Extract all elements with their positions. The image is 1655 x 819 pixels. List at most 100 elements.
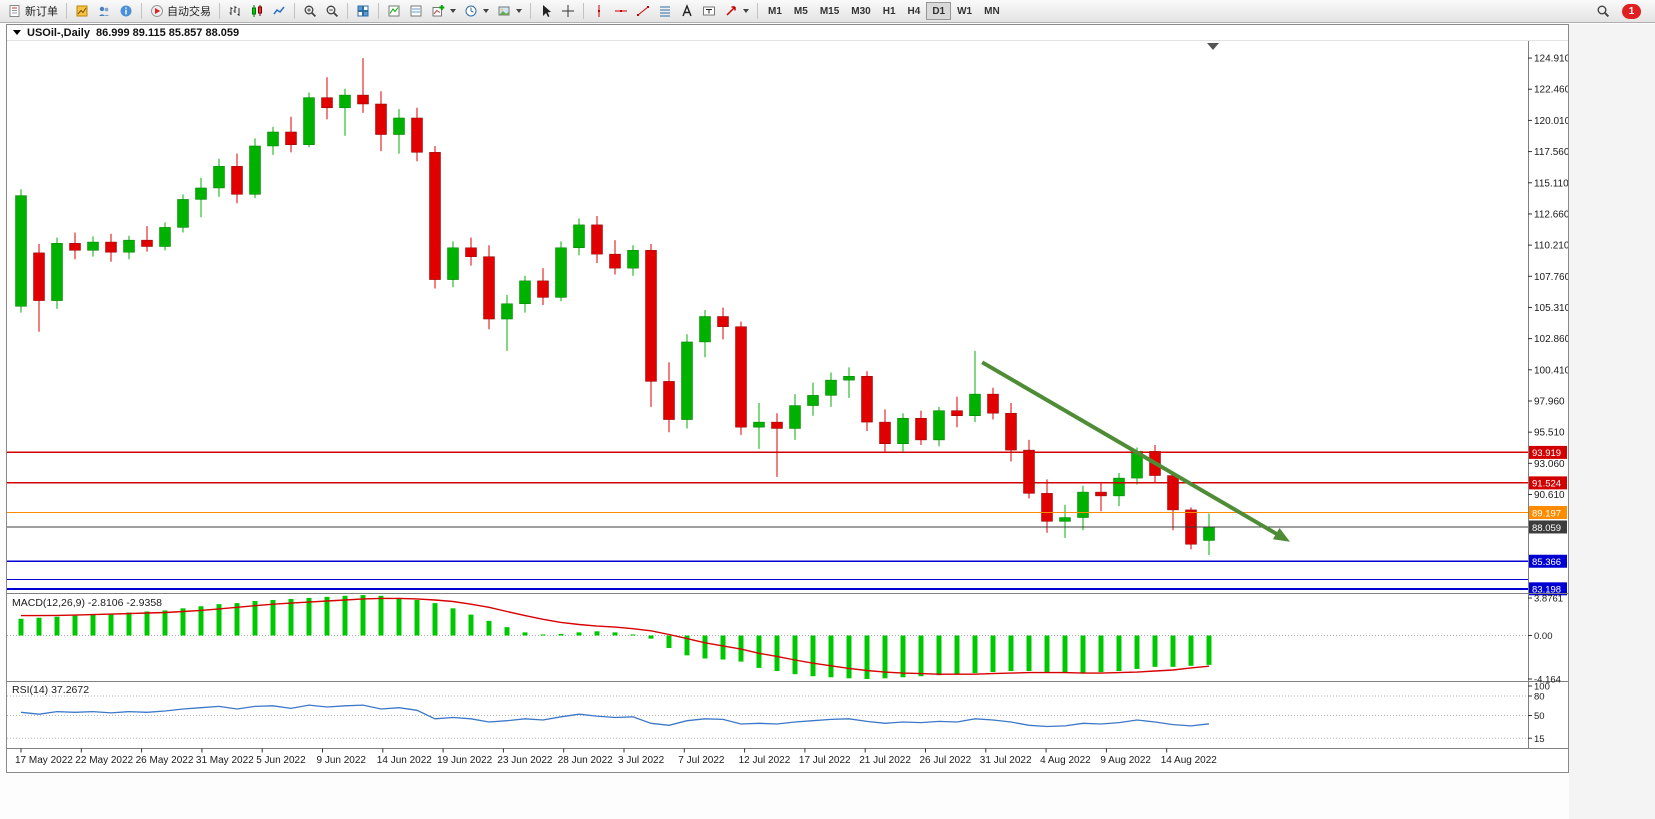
right-gutter: [1569, 24, 1655, 819]
market-watch-button[interactable]: [71, 1, 93, 21]
line-chart-button[interactable]: [268, 1, 290, 21]
zoom-out-icon: [325, 4, 339, 18]
timeframe-M5-button[interactable]: M5: [788, 2, 814, 20]
navigator-button[interactable]: [405, 1, 427, 21]
svg-text:12 Jul 2022: 12 Jul 2022: [739, 755, 791, 766]
crosshair-button[interactable]: [557, 1, 579, 21]
svg-text:93.919: 93.919: [1532, 448, 1561, 459]
svg-text:5 Jun 2022: 5 Jun 2022: [256, 755, 306, 766]
dropdown-arrow-icon: [450, 9, 456, 13]
cursor-button[interactable]: [535, 1, 557, 21]
svg-text:88.059: 88.059: [1532, 523, 1561, 534]
svg-text:100.410: 100.410: [1534, 365, 1568, 376]
new-order-button[interactable]: 新订单: [4, 1, 62, 21]
data-window-button[interactable]: [383, 1, 405, 21]
chart-menu-icon[interactable]: [13, 30, 21, 35]
zoom-out-button[interactable]: [321, 1, 343, 21]
svg-text:9 Jun 2022: 9 Jun 2022: [317, 755, 367, 766]
chart-shift-marker[interactable]: [1207, 43, 1219, 50]
text-button[interactable]: [676, 1, 698, 21]
timeframe-D1-button[interactable]: D1: [926, 2, 952, 20]
timeframe-M15-button[interactable]: M15: [814, 2, 845, 20]
level-line-83.198[interactable]: 83.198: [7, 582, 1567, 596]
timeframe-H1-button[interactable]: H1: [877, 2, 902, 20]
svg-text:89.197: 89.197: [1532, 508, 1561, 519]
periods-icon: [464, 4, 478, 18]
arrows-icon: [724, 4, 738, 18]
level-line-88.059[interactable]: 88.059: [7, 520, 1567, 534]
line-chart-icon: [272, 4, 286, 18]
timeframe-M30-button[interactable]: M30: [845, 2, 876, 20]
svg-text:17 May 2022: 17 May 2022: [15, 755, 73, 766]
timeframe-H4-button[interactable]: H4: [902, 2, 927, 20]
level-line-85.366[interactable]: 85.366: [7, 554, 1567, 568]
trendline-button[interactable]: [632, 1, 654, 21]
templates-icon: [497, 4, 511, 18]
svg-text:15: 15: [1534, 734, 1545, 745]
svg-text:100: 100: [1534, 682, 1550, 693]
price-chart[interactable]: 93.919 91.524 89.197 88.059 85.366 83.198 124.…: [7, 41, 1568, 771]
search-button[interactable]: [1592, 1, 1614, 21]
timeframe-M1-button[interactable]: M1: [762, 2, 788, 20]
level-line-89.197[interactable]: 89.197: [7, 505, 1567, 519]
toolbar-separator: [378, 3, 379, 19]
timeframe-MN-button[interactable]: MN: [978, 2, 1006, 20]
periods-button[interactable]: [460, 1, 493, 21]
zoom-in-icon: [303, 4, 317, 18]
help-info-button[interactable]: [115, 1, 137, 21]
new-chart-button[interactable]: [427, 1, 460, 21]
level-line-93.919[interactable]: 93.919: [7, 445, 1567, 459]
vertical-line-button[interactable]: [588, 1, 610, 21]
svg-text:83.198: 83.198: [1532, 585, 1561, 596]
toolbar-separator: [294, 3, 295, 19]
text-label-button[interactable]: [698, 1, 720, 21]
candles-chart-icon: [250, 4, 264, 18]
tile-windows-button[interactable]: [352, 1, 374, 21]
svg-text:22 May 2022: 22 May 2022: [75, 755, 133, 766]
vertical-line-icon: [592, 4, 606, 18]
svg-text:14 Jun 2022: 14 Jun 2022: [377, 755, 432, 766]
svg-text:0.00: 0.00: [1534, 631, 1553, 642]
svg-text:26 Jul 2022: 26 Jul 2022: [920, 755, 972, 766]
candlesticks: [15, 58, 1215, 555]
market-watch-icon: [75, 4, 89, 18]
new-order-icon: [8, 4, 22, 18]
autotrade-icon: [150, 4, 164, 18]
svg-text:95.510: 95.510: [1534, 428, 1565, 439]
svg-text:115.110: 115.110: [1534, 178, 1568, 189]
toolbar-separator: [583, 3, 584, 19]
fibonacci-button[interactable]: [654, 1, 676, 21]
text-label-icon: [702, 4, 716, 18]
svg-text:90.610: 90.610: [1534, 490, 1565, 501]
svg-text:23 Jun 2022: 23 Jun 2022: [497, 755, 552, 766]
horizontal-line-button[interactable]: [610, 1, 632, 21]
level-line-91.524[interactable]: 91.524: [7, 476, 1567, 490]
svg-text:102.860: 102.860: [1534, 334, 1568, 345]
community-button[interactable]: [93, 1, 115, 21]
autotrade-button[interactable]: 自动交易: [146, 1, 215, 21]
svg-text:28 Jun 2022: 28 Jun 2022: [558, 755, 613, 766]
svg-text:97.960: 97.960: [1534, 396, 1565, 407]
svg-text:-4.164: -4.164: [1534, 675, 1561, 686]
bars-chart-button[interactable]: [224, 1, 246, 21]
svg-text:26 May 2022: 26 May 2022: [136, 755, 194, 766]
svg-text:14 Aug 2022: 14 Aug 2022: [1161, 755, 1218, 766]
svg-text:4 Aug 2022: 4 Aug 2022: [1040, 755, 1091, 766]
macd-pane: MACD(12,26,9) -2.8106 -2.9358 3.8761 0.00 -…: [7, 594, 1563, 686]
trend-arrow[interactable]: [981, 360, 1290, 542]
dropdown-arrow-icon: [516, 9, 522, 13]
svg-text:117.560: 117.560: [1534, 147, 1568, 158]
dropdown-arrow-icon: [483, 9, 489, 13]
candles-chart-button[interactable]: [246, 1, 268, 21]
notification-badge[interactable]: 1: [1622, 3, 1641, 19]
zoom-in-button[interactable]: [299, 1, 321, 21]
svg-text:3 Jul 2022: 3 Jul 2022: [618, 755, 665, 766]
svg-text:19 Jun 2022: 19 Jun 2022: [437, 755, 492, 766]
arrows-button[interactable]: [720, 1, 753, 21]
svg-text:31 May 2022: 31 May 2022: [196, 755, 254, 766]
svg-text:3.8761: 3.8761: [1534, 594, 1563, 605]
timeframe-W1-button[interactable]: W1: [951, 2, 978, 20]
svg-text:85.366: 85.366: [1532, 557, 1561, 568]
templates-button[interactable]: [493, 1, 526, 21]
